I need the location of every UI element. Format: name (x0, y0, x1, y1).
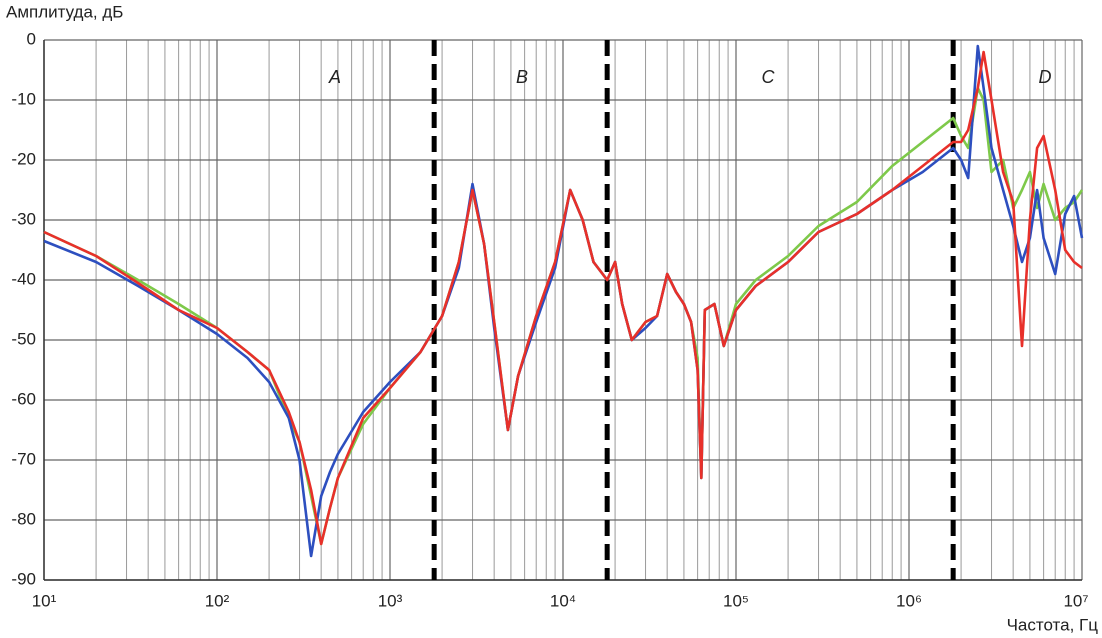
x-tick-label: 10¹ (32, 591, 57, 610)
x-tick-label: 10⁷ (1063, 591, 1088, 610)
y-tick-label: 0 (27, 29, 36, 48)
y-tick-label: -90 (11, 569, 36, 588)
y-tick-label: -50 (11, 329, 36, 348)
x-tick-label: 10³ (378, 591, 403, 610)
y-tick-label: -10 (11, 89, 36, 108)
y-tick-label: -20 (11, 149, 36, 168)
x-tick-label: 10² (205, 591, 230, 610)
region-label: A (328, 67, 341, 87)
y-tick-label: -30 (11, 209, 36, 228)
y-tick-label: -40 (11, 269, 36, 288)
y-axis-label: Амплитуда, дБ (6, 2, 123, 21)
region-label: B (516, 67, 528, 87)
x-tick-label: 10⁶ (896, 591, 922, 610)
region-label: C (762, 67, 776, 87)
x-tick-label: 10⁴ (550, 591, 576, 610)
series-line (43, 44, 1084, 558)
y-tick-label: -60 (11, 389, 36, 408)
y-tick-label: -80 (11, 509, 36, 528)
x-axis-label: Частота, Гц (1007, 615, 1099, 634)
series-line (43, 50, 1083, 546)
y-tick-label: -70 (11, 449, 36, 468)
x-tick-label: 10⁵ (723, 591, 749, 610)
region-label: D (1039, 67, 1052, 87)
